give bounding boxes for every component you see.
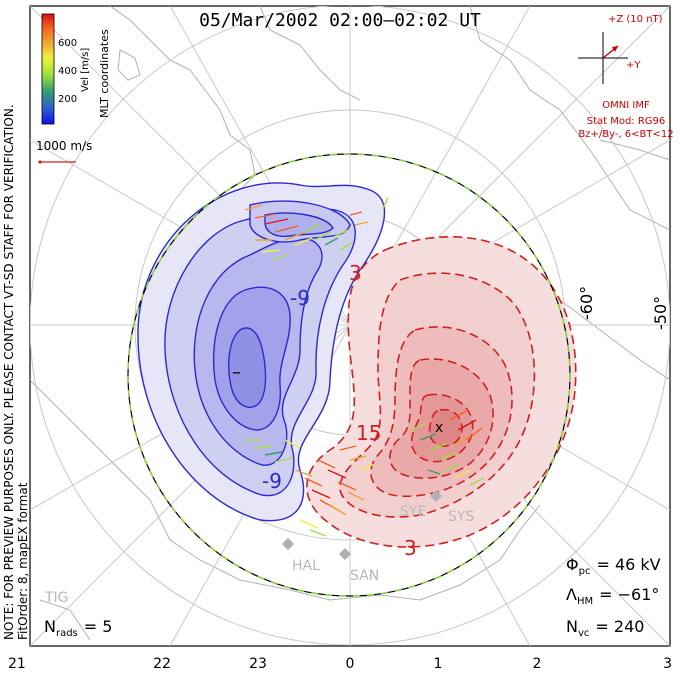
imf-y-label: +Y [626,60,641,71]
latitude-label: -50° [651,296,670,330]
imf-source: OMNI IMF [602,100,650,111]
colorbar-tick: 400 [58,66,77,77]
potential-maximum-marker: x [435,420,443,436]
imf-model-2: Bz+/By-, 6<BT<12 [578,129,673,140]
potential-label: -9 [262,469,282,493]
mlt-tick: 21 [8,656,26,672]
mlt-tick: 22 [153,656,171,672]
nvc-stat: Nvc = 240 [566,617,644,639]
colorbar-tick: 200 [58,94,77,105]
potential-label: 3 [349,261,362,285]
imf-z-label: +Z (10 nT) [608,14,663,25]
scale-vector-label: 1000 m/s [36,139,92,153]
potential-minimum-marker: – [232,362,241,383]
mlt-tick: 1 [434,656,443,672]
potential-label: 3 [404,536,417,560]
convection-map: -9 -9 3 15 3 – x HAL SAN SYE SYS TIG -60… [0,0,680,674]
mlt-axis: 21 22 23 0 1 2 3 [8,656,672,672]
mlt-tick: 0 [346,656,355,672]
colorbar-tick: 600 [58,38,77,49]
station-label: TIG [44,590,69,606]
fit-order-note: FitOrder: 8, mapEX format [16,482,30,640]
map-title: 05/Mar/2002 02:00–02:02 UT [199,10,481,31]
latitude-label: -60° [577,286,596,320]
mlt-tick: 23 [249,656,267,672]
potential-label: -9 [290,286,310,310]
coordinate-label: MLT coordinates [98,29,111,118]
imf-model-1: Stat Mod: RG96 [587,116,666,127]
colorbar-label: Vel [m/s] [80,48,91,92]
station-label: HAL [292,558,320,574]
mlt-tick: 3 [663,656,672,672]
station-label: SAN [350,568,379,584]
mlt-tick: 2 [533,656,542,672]
scale-vector-origin [38,160,41,163]
station-label: SYE [400,504,426,520]
potential-label: 15 [356,421,381,445]
station-label: SYS [448,509,474,525]
preview-note: NOTE: FOR PREVIEW PURPOSES ONLY. PLEASE … [2,104,16,640]
